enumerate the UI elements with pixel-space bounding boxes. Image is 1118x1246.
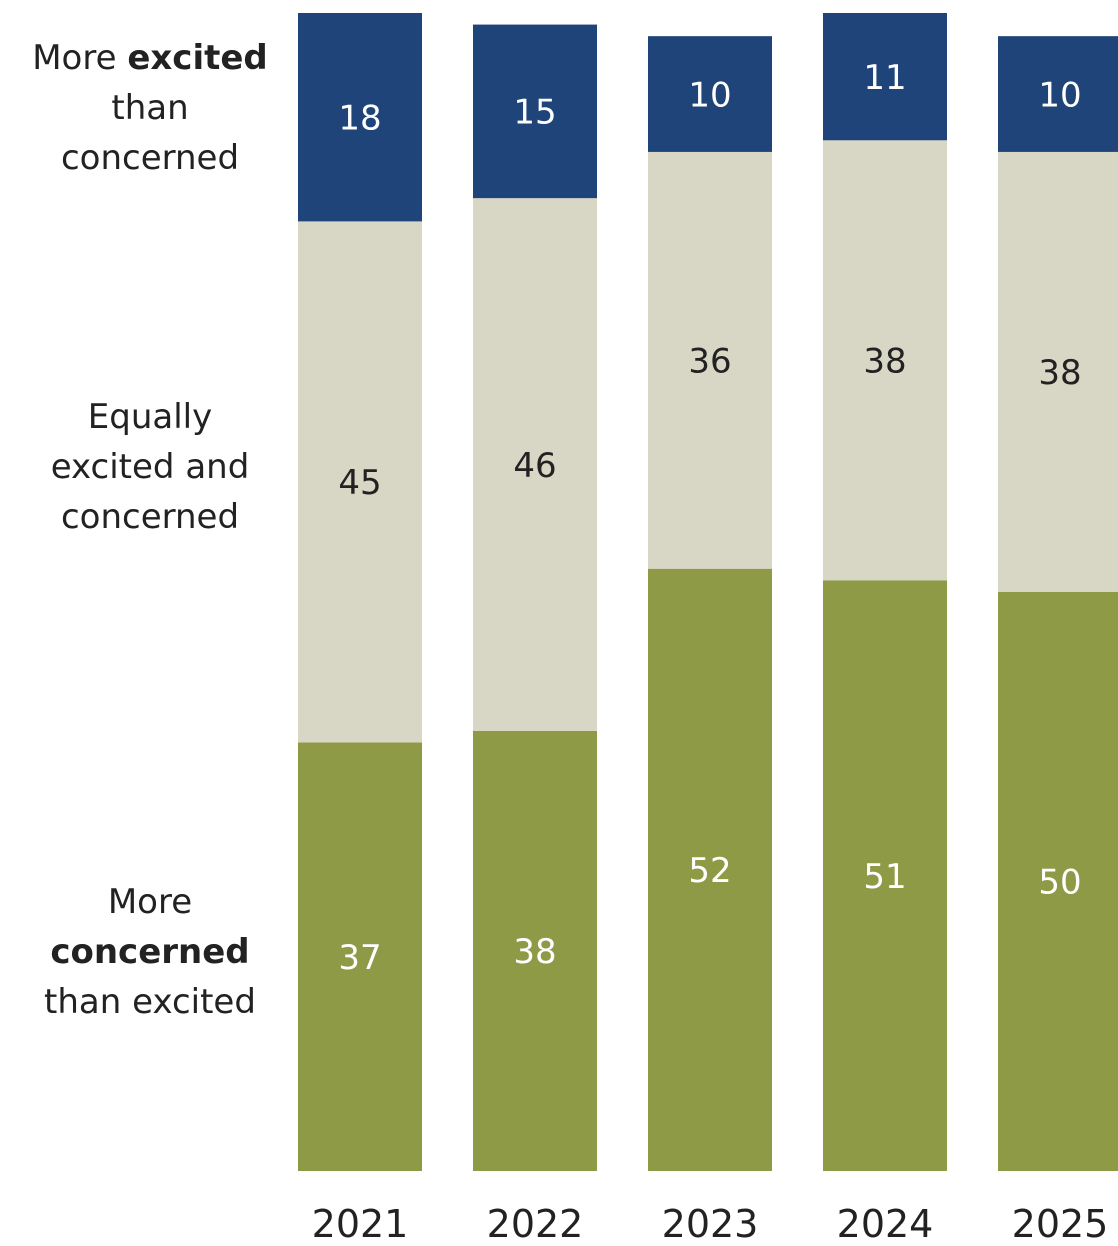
data-label-2023-series-2: 52 bbox=[688, 851, 731, 891]
bar-segment-2025-series-1 bbox=[998, 151, 1118, 592]
bar-segment-2021-series-0 bbox=[298, 13, 422, 222]
data-label-2025-series-2: 50 bbox=[1038, 863, 1081, 903]
bar-segment-2023-series-1 bbox=[648, 151, 772, 569]
data-label-2024-series-0: 11 bbox=[863, 58, 906, 98]
bar-segment-2023-series-0 bbox=[648, 36, 772, 152]
series-label-more-excited: More excited than concerned bbox=[32, 38, 268, 178]
data-label-2022-series-2: 38 bbox=[513, 932, 556, 972]
bar-segment-2024-series-2 bbox=[823, 580, 947, 1171]
x-tick-label-2025: 2025 bbox=[1012, 1202, 1109, 1246]
bar-segment-2023-series-2 bbox=[648, 568, 772, 1171]
bar-segment-2021-series-1 bbox=[298, 221, 422, 743]
bar-segment-2024-series-0 bbox=[823, 13, 947, 141]
data-label-2025-series-1: 38 bbox=[1038, 353, 1081, 393]
x-tick-label-2022: 2022 bbox=[487, 1202, 584, 1246]
bar-segment-2022-series-0 bbox=[473, 24, 597, 199]
data-label-2021-series-2: 37 bbox=[338, 938, 381, 978]
bar-segment-2025-series-0 bbox=[998, 36, 1118, 152]
bar-segment-2024-series-1 bbox=[823, 140, 947, 581]
series-label-equally: Equally excited and concerned bbox=[50, 397, 250, 537]
bar-segment-2022-series-1 bbox=[473, 198, 597, 731]
data-label-2021-series-0: 18 bbox=[338, 98, 381, 138]
data-label-2022-series-0: 15 bbox=[513, 93, 556, 133]
data-label-2024-series-2: 51 bbox=[863, 857, 906, 897]
data-label-2023-series-1: 36 bbox=[688, 342, 731, 382]
data-label-2023-series-0: 10 bbox=[688, 75, 731, 115]
bar-segment-2021-series-2 bbox=[298, 742, 422, 1171]
data-label-2022-series-1: 46 bbox=[513, 446, 556, 486]
data-label-2025-series-0: 10 bbox=[1038, 75, 1081, 115]
x-tick-label-2023: 2023 bbox=[662, 1202, 759, 1246]
series-label-more-concerned: More concerned than excited bbox=[44, 882, 256, 1022]
x-tick-label-2021: 2021 bbox=[312, 1202, 409, 1246]
bar-segment-2025-series-2 bbox=[998, 592, 1118, 1171]
data-label-2024-series-1: 38 bbox=[863, 342, 906, 382]
x-tick-label-2024: 2024 bbox=[837, 1202, 934, 1246]
bar-segment-2022-series-2 bbox=[473, 730, 597, 1171]
data-label-2021-series-1: 45 bbox=[338, 463, 381, 503]
